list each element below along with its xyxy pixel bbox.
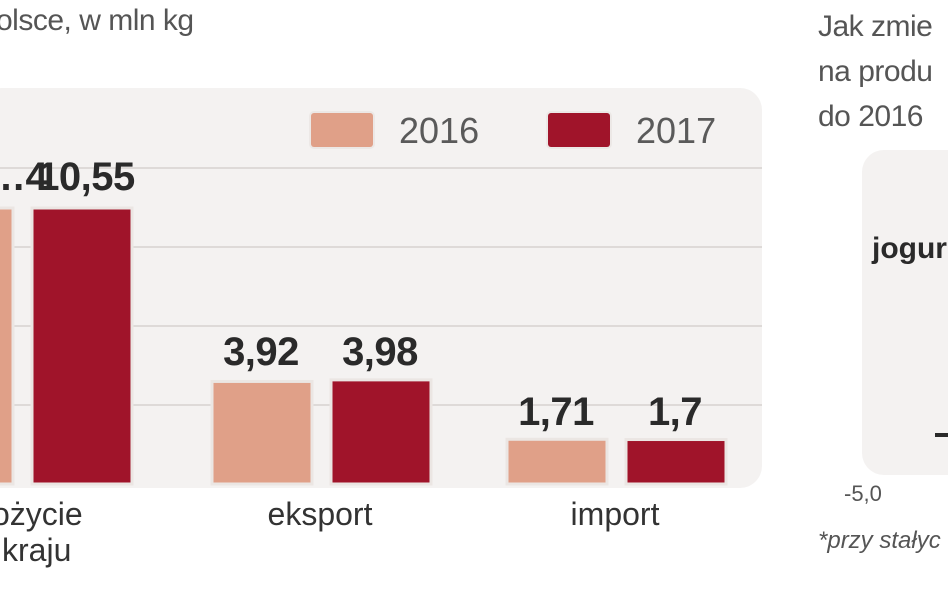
bar-consumption-2017 (30, 206, 134, 486)
bar-import-2017 (624, 438, 728, 486)
bar-consumption-2016 (0, 206, 15, 486)
value-label-export-2017: 3,98 (342, 330, 418, 374)
category-label-consumption-line1: ożycie (0, 496, 83, 532)
category-label-import: import (570, 496, 660, 532)
category-label-consumption: ożycie kraju (0, 496, 102, 568)
bar-export-2017 (329, 378, 433, 486)
value-label-consumption-2016: …4 (0, 155, 48, 200)
bar-import-2016 (505, 437, 609, 486)
right-axis-tick: -5,0 (844, 481, 882, 506)
value-label-import-2016: 1,71 (518, 390, 594, 434)
legend-swatch-2016 (311, 113, 373, 147)
value-label-import-2017: 1,7 (647, 390, 703, 434)
legend-swatch-2017 (548, 113, 610, 147)
footnote: *przy stałyc (818, 527, 941, 554)
right-chart-title: Jak zmie na produ do 2016 (818, 4, 933, 139)
right-negative-sign (935, 433, 948, 437)
category-label-export: eksport (267, 496, 373, 532)
right-category-label: jogur (872, 232, 947, 265)
value-label-export-2016: 3,92 (223, 330, 299, 374)
legend-label-2017: 2017 (636, 110, 717, 151)
chart-subtitle: olsce, w mln kg (0, 4, 194, 37)
legend-label-2016: 2016 (399, 110, 480, 151)
category-label-consumption-line2: kraju (2, 532, 72, 568)
bar-export-2016 (210, 379, 314, 486)
value-label-consumption-2017: 10,55 (37, 155, 135, 199)
right-title-line3: do 2016 (818, 100, 923, 133)
right-title-line2: na produ (818, 55, 933, 88)
right-plot-area (862, 150, 948, 475)
right-title-line1: Jak zmie (818, 10, 933, 43)
